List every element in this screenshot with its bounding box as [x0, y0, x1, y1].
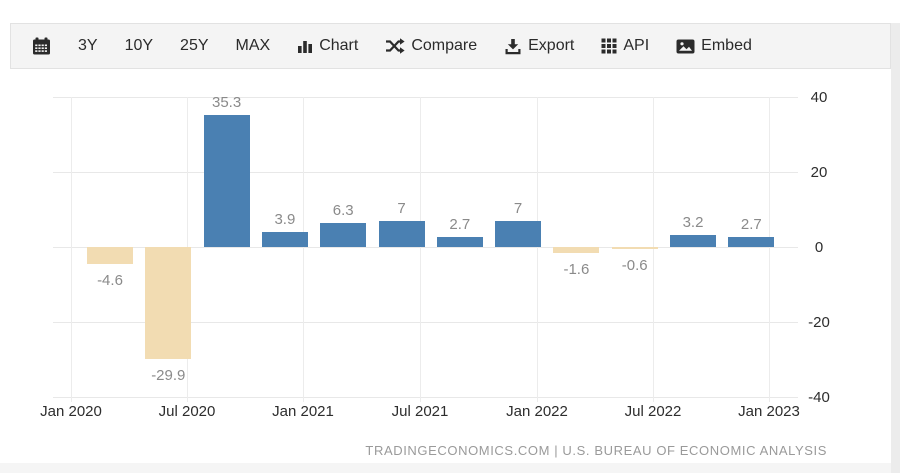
bottom-strip: [0, 463, 891, 473]
embed-button-label: Embed: [701, 37, 752, 54]
range-button-25y[interactable]: 25Y: [180, 37, 208, 55]
x-axis-label: Jan 2021: [272, 403, 334, 420]
bar-q4-2020[interactable]: [261, 232, 308, 247]
bar-chart-icon: [297, 38, 313, 54]
x-axis-label: Jul 2020: [158, 403, 216, 420]
bar-q4-2022[interactable]: [728, 236, 775, 247]
bar-value-label: 3.2: [682, 214, 704, 231]
calendar-button[interactable]: [32, 37, 51, 56]
y-gridline: [53, 397, 798, 398]
source-attribution: TRADINGECONOMICS.COM | U.S. BUREAU OF EC…: [365, 443, 827, 458]
x-axis-label: Jan 2022: [506, 403, 568, 420]
y-axis-label: -40: [808, 389, 830, 406]
bar-q2-2021[interactable]: [378, 220, 425, 248]
x-axis-label: Jan 2020: [40, 403, 102, 420]
range-max-label: MAX: [235, 37, 271, 54]
y-axis-label: 0: [814, 239, 824, 256]
chart-toolbar: 3Y 10Y 25Y MAX Chart: [10, 23, 891, 69]
bar-q3-2020[interactable]: [203, 114, 250, 247]
x-gridline: [420, 97, 421, 402]
x-axis-label: Jul 2021: [391, 403, 449, 420]
chart-type-button[interactable]: Chart: [297, 37, 358, 55]
calendar-icon: [32, 37, 51, 56]
y-gridline: [53, 322, 798, 323]
bar-q1-2022[interactable]: [553, 247, 600, 253]
chart-button-label: Chart: [319, 37, 359, 54]
x-axis-label: Jul 2022: [624, 403, 682, 420]
bar-q2-2020[interactable]: [145, 247, 192, 360]
range-10y-label: 10Y: [124, 37, 154, 54]
range-button-3y[interactable]: 3Y: [78, 37, 98, 55]
x-gridline: [537, 97, 538, 402]
bar-value-label: 35.3: [211, 93, 242, 111]
chart-canvas: 40 20 0 -20 -40 Jan 2020 Jul 2020 Jan 2021 Jul 2…: [0, 69, 900, 473]
bar-q2-2022[interactable]: [611, 247, 658, 250]
y-axis-label: 20: [810, 164, 828, 181]
bar-q4-2021[interactable]: [495, 220, 542, 248]
y-gridline: [53, 97, 798, 98]
bar-value-label: 2.7: [740, 215, 762, 233]
right-edge-strip: [891, 23, 900, 473]
y-axis-label: -20: [808, 314, 830, 331]
x-gridline: [71, 97, 72, 402]
bar-value-label: 2.7: [449, 215, 471, 233]
bar-q3-2022[interactable]: [670, 235, 716, 247]
image-icon: [676, 39, 695, 54]
bar-value-label: -1.6: [563, 261, 590, 278]
x-gridline: [769, 97, 770, 402]
bar-value-label: -29.9: [151, 367, 186, 385]
y-axis-label: 40: [810, 89, 828, 106]
bar-value-label: -4.6: [97, 272, 123, 290]
bar-value-label: 6.3: [332, 202, 354, 220]
download-icon: [504, 38, 522, 55]
bar-value-label: 7: [397, 199, 406, 217]
range-25y-label: 25Y: [180, 37, 209, 54]
export-button[interactable]: Export: [504, 37, 574, 55]
y-gridline: [53, 247, 798, 248]
export-button-label: Export: [528, 37, 575, 54]
api-button[interactable]: API: [601, 37, 649, 55]
compare-button[interactable]: Compare: [385, 37, 477, 55]
compare-button-label: Compare: [411, 37, 478, 54]
range-3y-label: 3Y: [78, 37, 98, 54]
x-axis-label: Jan 2023: [738, 403, 800, 420]
bar-q1-2020[interactable]: [87, 247, 133, 265]
bar-q1-2021[interactable]: [320, 223, 367, 247]
x-gridline: [303, 97, 304, 402]
x-gridline: [653, 97, 654, 402]
bar-q3-2021[interactable]: [436, 236, 483, 247]
bar-value-label: 7: [513, 199, 523, 217]
bar-value-label: 3.9: [274, 211, 296, 229]
grid-icon: [601, 38, 617, 54]
range-button-10y[interactable]: 10Y: [125, 37, 153, 55]
api-button-label: API: [623, 37, 650, 54]
embed-button[interactable]: Embed: [676, 37, 752, 55]
bar-value-label: -0.6: [621, 257, 648, 275]
shuffle-icon: [385, 38, 405, 54]
range-button-max[interactable]: MAX: [236, 37, 271, 55]
y-gridline: [53, 172, 798, 173]
